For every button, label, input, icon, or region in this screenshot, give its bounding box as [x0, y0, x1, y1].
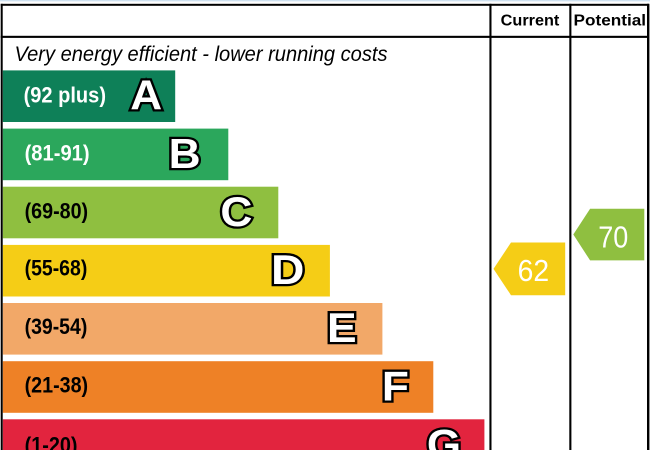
svg-text:A: A: [130, 72, 162, 119]
svg-text:Current: Current: [501, 13, 560, 30]
svg-text:F: F: [382, 362, 409, 409]
svg-text:D: D: [271, 246, 304, 293]
svg-text:G: G: [427, 421, 461, 450]
svg-text:C: C: [220, 188, 252, 235]
svg-text:(81-91): (81-91): [25, 141, 90, 166]
svg-text:Potential: Potential: [574, 13, 647, 30]
svg-text:(55-68): (55-68): [25, 256, 88, 281]
svg-text:(39-54): (39-54): [25, 314, 88, 339]
svg-text:(92 plus): (92 plus): [24, 82, 106, 107]
svg-text:62: 62: [518, 253, 550, 288]
svg-text:B: B: [169, 130, 201, 177]
svg-text:(1-20): (1-20): [25, 433, 78, 450]
svg-text:E: E: [327, 304, 357, 351]
svg-text:(21-38): (21-38): [25, 372, 89, 397]
svg-text:Very energy efficient - lower: Very energy efficient - lower running co…: [15, 43, 388, 66]
svg-text:70: 70: [598, 219, 628, 254]
svg-text:(69-80): (69-80): [25, 199, 89, 224]
